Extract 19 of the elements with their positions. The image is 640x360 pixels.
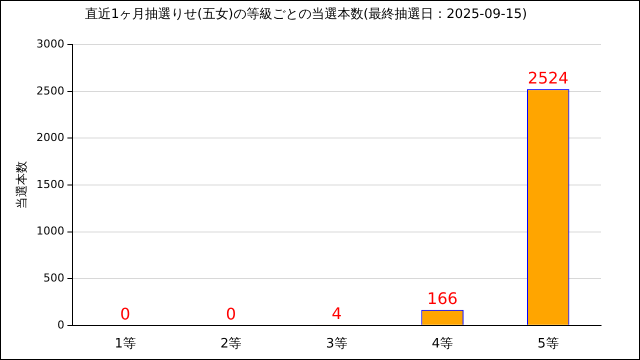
y-tick-label: 3000 [36, 37, 64, 50]
y-tick-label: 1500 [36, 178, 64, 191]
x-tick-label: 4等 [432, 336, 454, 352]
y-tick-label: 2000 [36, 131, 64, 144]
data-label: 2524 [528, 68, 568, 88]
chart-title: 直近1ヶ月抽選りせ(五女)の等級ごとの当選本数(最終抽選日：2025-09-15) [84, 7, 528, 22]
y-tick-label: 1000 [36, 224, 64, 238]
x-tick-label: 3等 [326, 336, 348, 352]
y-tick-label: 500 [43, 271, 64, 284]
data-label: 4 [332, 304, 342, 324]
y-axis-title: 当選本数 [14, 161, 28, 209]
y-tick-label: 2500 [36, 84, 64, 98]
x-tick-label: 1等 [114, 336, 136, 352]
x-tick-label: 2等 [220, 336, 242, 352]
data-label: 0 [226, 304, 236, 324]
y-tick-label: 0 [57, 318, 64, 332]
data-label: 166 [427, 289, 458, 308]
data-label: 0 [120, 304, 130, 324]
x-tick-label: 5等 [538, 336, 559, 352]
